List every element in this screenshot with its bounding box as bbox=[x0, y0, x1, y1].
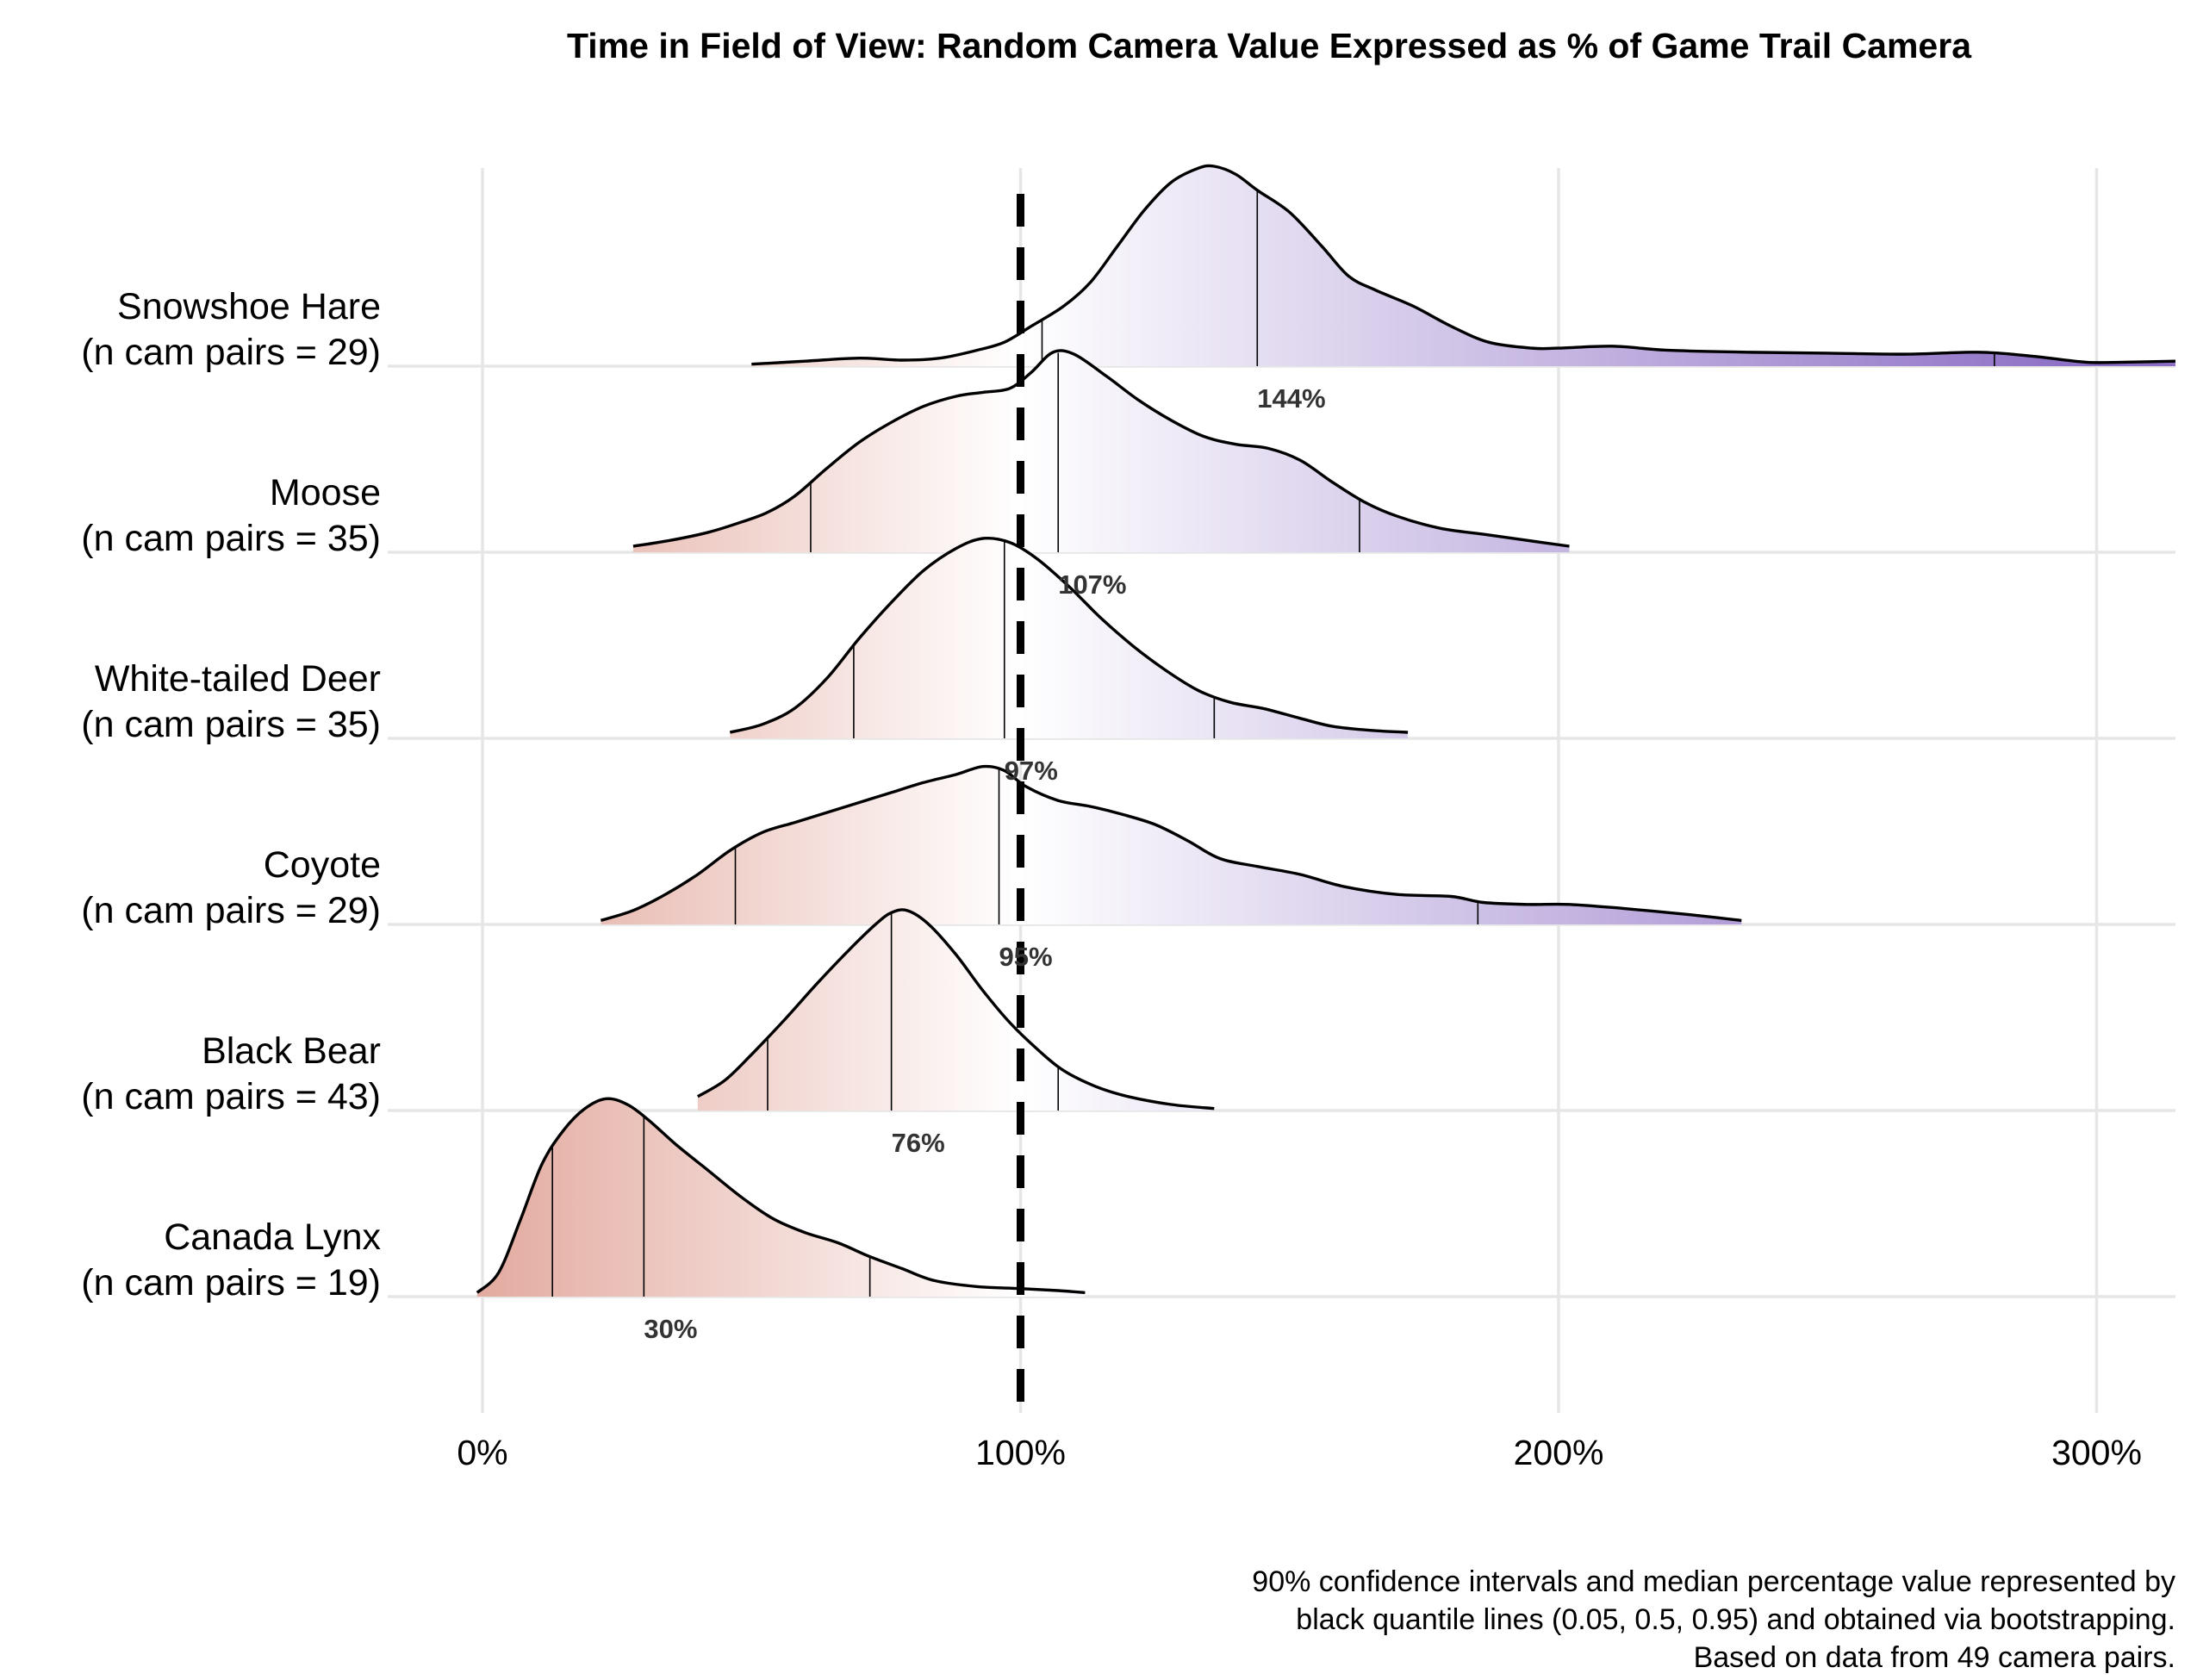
median-label: 76% bbox=[892, 1128, 945, 1158]
ridge-area-canada-lynx bbox=[476, 1098, 1086, 1297]
y-axis-labels: Snowshoe Hare (n cam pairs = 29) Moose (n c… bbox=[81, 286, 381, 1304]
median-label: 95% bbox=[999, 942, 1053, 972]
ridge-area-snowshoe-hare bbox=[751, 165, 2175, 366]
caption-line: black quantile lines (0.05, 0.5, 0.95) a… bbox=[1296, 1603, 2175, 1636]
ridge-line-moose bbox=[632, 349, 1570, 548]
x-tick-label: 0% bbox=[457, 1433, 507, 1472]
ridge-area-white-tailed-deer bbox=[730, 538, 1409, 738]
chart-title: Time in Field of View: Random Camera Val… bbox=[567, 26, 1972, 65]
y-label-species: Canada Lynx bbox=[164, 1216, 381, 1258]
y-label-count: (n cam pairs = 19) bbox=[81, 1262, 381, 1304]
y-label-count: (n cam pairs = 35) bbox=[81, 518, 381, 559]
y-label-count: (n cam pairs = 35) bbox=[81, 704, 381, 745]
median-label: 107% bbox=[1058, 569, 1126, 600]
ridge-white-tailed-deer bbox=[729, 536, 1409, 738]
ridge-line-black-bear bbox=[696, 908, 1215, 1111]
y-label-species: Snowshoe Hare bbox=[117, 286, 381, 327]
ridge-snowshoe-hare bbox=[751, 164, 2176, 366]
y-label-species: White-tailed Deer bbox=[95, 658, 381, 700]
ridge-line-coyote bbox=[600, 764, 1742, 923]
ridge-coyote bbox=[600, 764, 1742, 924]
y-label-species: Moose bbox=[270, 472, 381, 513]
y-label-species: Black Bear bbox=[202, 1030, 381, 1072]
ridge-area-coyote bbox=[601, 766, 1742, 924]
x-tick-label: 300% bbox=[2051, 1433, 2142, 1472]
median-label: 97% bbox=[1005, 756, 1058, 786]
median-label: 30% bbox=[644, 1314, 697, 1344]
ridge-area-black-bear bbox=[697, 909, 1215, 1111]
ridge-canada-lynx bbox=[476, 1097, 1086, 1297]
y-label-count: (n cam pairs = 29) bbox=[81, 332, 381, 373]
median-labels: 144% 107% 97% 95% 76% 30% bbox=[644, 383, 1325, 1344]
caption-line: 90% confidence intervals and median perc… bbox=[1252, 1565, 2175, 1598]
x-axis-ticks: 0% 100% 200% 300% bbox=[457, 1433, 2142, 1472]
median-label: 144% bbox=[1257, 383, 1325, 414]
ridge-line-canada-lynx bbox=[476, 1097, 1086, 1295]
y-label-count: (n cam pairs = 43) bbox=[81, 1076, 381, 1117]
ridge-moose bbox=[632, 349, 1570, 552]
ridge-line-snowshoe-hare bbox=[751, 164, 2176, 366]
caption: 90% confidence intervals and median perc… bbox=[1252, 1565, 2175, 1674]
ridge-area-moose bbox=[632, 350, 1570, 552]
x-tick-label: 100% bbox=[975, 1433, 1066, 1472]
caption-line: Based on data from 49 camera pairs. bbox=[1694, 1641, 2175, 1674]
x-tick-label: 200% bbox=[1514, 1433, 1604, 1472]
y-label-species: Coyote bbox=[264, 844, 381, 886]
ridge-line-white-tailed-deer bbox=[729, 536, 1409, 734]
ridges bbox=[476, 164, 2176, 1297]
y-label-count: (n cam pairs = 29) bbox=[81, 890, 381, 931]
ridge-black-bear bbox=[696, 908, 1215, 1111]
